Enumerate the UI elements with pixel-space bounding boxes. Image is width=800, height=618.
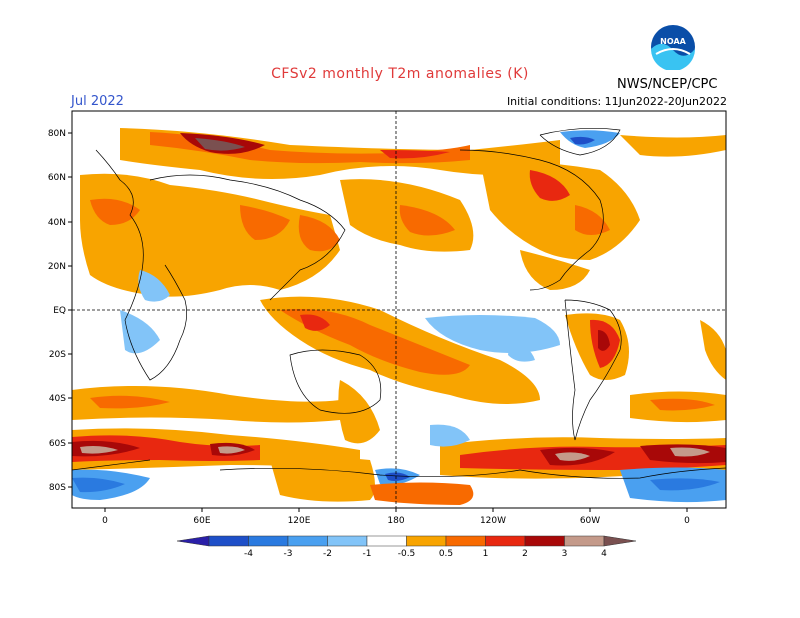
colorbar-swatch bbox=[445, 535, 486, 547]
lat-label-40n: 40N bbox=[48, 218, 66, 228]
lat-label-80s: 80S bbox=[49, 483, 66, 493]
lon-label-0-east: 0 bbox=[684, 516, 690, 526]
colorbar-swatch bbox=[564, 535, 605, 547]
coastlines bbox=[72, 128, 726, 479]
agency-label: NWS/NCEP/CPC bbox=[617, 77, 718, 92]
lon-label-120e: 120E bbox=[288, 516, 311, 526]
colorbar-swatch bbox=[248, 535, 289, 547]
colorbar-label: -4 bbox=[244, 549, 253, 559]
logo-text: NOAA bbox=[660, 37, 686, 46]
colorbar-swatch bbox=[524, 535, 565, 547]
colorbar-swatch bbox=[208, 535, 249, 547]
colorbar-label: -0.5 bbox=[398, 549, 416, 559]
lon-label-0: 0 bbox=[102, 516, 108, 526]
lat-axis: 80N 60N 40N 20N EQ 20S 40S 60S 80S bbox=[48, 129, 72, 493]
colorbar-label: -1 bbox=[363, 549, 372, 559]
map-title: CFSv2 monthly T2m anomalies (K) bbox=[271, 66, 529, 82]
forecast-month: Jul 2022 bbox=[71, 94, 124, 109]
colorbar-label: 3 bbox=[562, 549, 568, 559]
lat-label-40s: 40S bbox=[49, 394, 66, 404]
colorbar-label: 1 bbox=[483, 549, 489, 559]
lon-label-60w: 60W bbox=[580, 516, 600, 526]
initial-conditions: Initial conditions: 11Jun2022-20Jun2022 bbox=[506, 95, 727, 108]
colorbar-swatch bbox=[366, 535, 407, 547]
colorbar-swatch bbox=[287, 535, 328, 547]
colorbar-label: -3 bbox=[284, 549, 293, 559]
colorbar-swatch bbox=[485, 535, 526, 547]
colorbar-label: -2 bbox=[323, 549, 332, 559]
lat-label-20n: 20N bbox=[48, 262, 66, 272]
lat-label-eq: EQ bbox=[53, 306, 66, 316]
colorbar-arrow-low bbox=[176, 535, 210, 547]
colorbar-label: 2 bbox=[522, 549, 528, 559]
lon-axis: 0 60E 120E 180 120W 60W 0 bbox=[102, 508, 690, 526]
lat-label-20s: 20S bbox=[49, 350, 66, 360]
colorbar-arrow-high bbox=[603, 535, 637, 547]
lat-label-60n: 60N bbox=[48, 173, 66, 183]
lat-label-80n: 80N bbox=[48, 129, 66, 139]
colorbar: -4 -3 -2 -1 -0.5 0.5 1 2 3 4 bbox=[176, 535, 637, 559]
colorbar-swatch bbox=[327, 535, 368, 547]
colorbar-label: 4 bbox=[601, 549, 607, 559]
lon-label-120w: 120W bbox=[480, 516, 506, 526]
colorbar-swatch bbox=[406, 535, 447, 547]
lon-label-60e: 60E bbox=[193, 516, 210, 526]
noaa-logo: NOAA bbox=[651, 25, 695, 70]
lat-label-60s: 60S bbox=[49, 439, 66, 449]
lon-label-180: 180 bbox=[387, 516, 404, 526]
colorbar-label: 0.5 bbox=[439, 549, 453, 559]
anomaly-fields bbox=[72, 111, 726, 508]
